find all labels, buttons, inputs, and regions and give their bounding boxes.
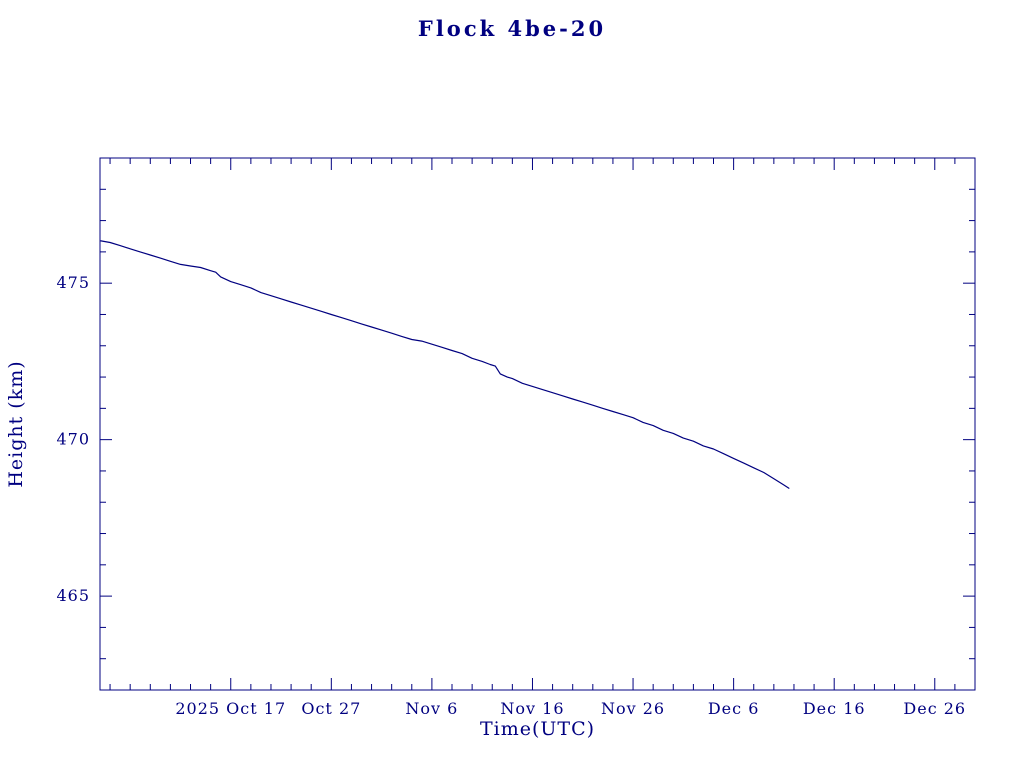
x-tick-label: Nov 26 [601, 699, 665, 718]
y-tick-label: 470 [56, 430, 90, 449]
x-tick-label: Nov 16 [500, 699, 564, 718]
x-tick-label: Nov 6 [405, 699, 458, 718]
x-tick-label: Oct 27 [301, 699, 361, 718]
chart-title: Flock 4be-20 [417, 16, 607, 41]
y-axis-label: Height (km) [5, 360, 27, 488]
x-axis-label: Time(UTC) [479, 718, 596, 740]
y-tick-label: 475 [56, 273, 90, 292]
height-series-line [100, 240, 790, 489]
y-tick-label: 465 [56, 586, 90, 605]
x-tick-label: Dec 6 [708, 699, 760, 718]
x-tick-label: 2025 Oct 17 [175, 699, 286, 718]
x-tick-label: Dec 16 [803, 699, 866, 718]
plot-frame [99, 157, 976, 691]
x-tick-label: Dec 26 [903, 699, 966, 718]
